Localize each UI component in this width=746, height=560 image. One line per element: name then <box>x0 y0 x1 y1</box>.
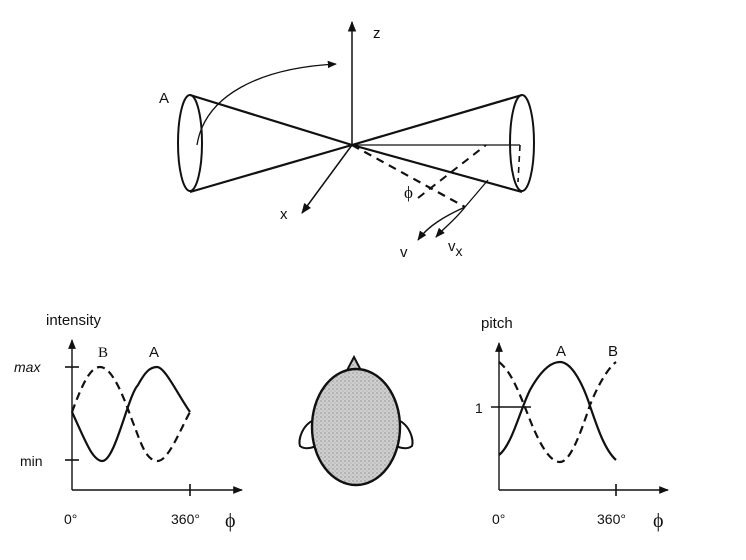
projection-line-2 <box>417 144 487 199</box>
angle-phi-label: ϕ <box>404 183 413 202</box>
pitch-curve-b <box>498 361 617 464</box>
pitch-x-end: 360° <box>597 511 626 527</box>
intensity-x-end: 360° <box>171 511 200 527</box>
intensity-x-symbol: ϕ <box>225 510 236 532</box>
head <box>310 367 402 487</box>
intensity-curve-a <box>71 365 191 463</box>
intensity-min-label: min <box>20 453 43 469</box>
intensity-plot-title: intensity <box>46 312 102 329</box>
pitch-one-label: 1 <box>475 400 483 416</box>
velocity-tangent <box>464 179 489 208</box>
pitch-curve-a-label: A <box>556 343 566 360</box>
cone-label-a: A <box>159 90 169 107</box>
velocity-vx-label: vx <box>448 238 463 259</box>
projection-line <box>351 144 466 208</box>
pitch-x-symbol: ϕ <box>653 510 664 532</box>
head-top-view <box>298 354 414 487</box>
rotating-cone-diagram: z x A ϕ v vx <box>159 20 535 261</box>
z-axis-label: z <box>373 25 381 42</box>
cone-left <box>177 93 353 194</box>
velocity-v-arrow <box>417 206 466 241</box>
pitch-curve-a <box>498 360 617 461</box>
velocity-v-label: v <box>400 244 408 261</box>
x-axis-label: x <box>280 206 288 223</box>
intensity-curve-b <box>70 365 191 463</box>
intensity-curve-a-label: A <box>149 344 159 361</box>
x-axis <box>301 144 353 214</box>
pitch-plot: pitch 1 0° 360° ϕ A B <box>475 315 669 532</box>
cone-right <box>351 93 535 194</box>
intensity-max-label: max <box>14 359 41 375</box>
velocity-vx-arrow <box>435 206 466 238</box>
intensity-x-start: 0° <box>64 511 77 527</box>
rotation-arrow <box>196 60 337 146</box>
pitch-x-start: 0° <box>492 511 505 527</box>
intensity-plot: intensity max min 0° 360° ϕ B A <box>14 312 243 532</box>
pitch-plot-title: pitch <box>481 315 513 332</box>
projection-line-3 <box>517 144 521 183</box>
intensity-curve-b-label: B <box>98 345 108 361</box>
pitch-curve-b-label: B <box>608 343 618 360</box>
